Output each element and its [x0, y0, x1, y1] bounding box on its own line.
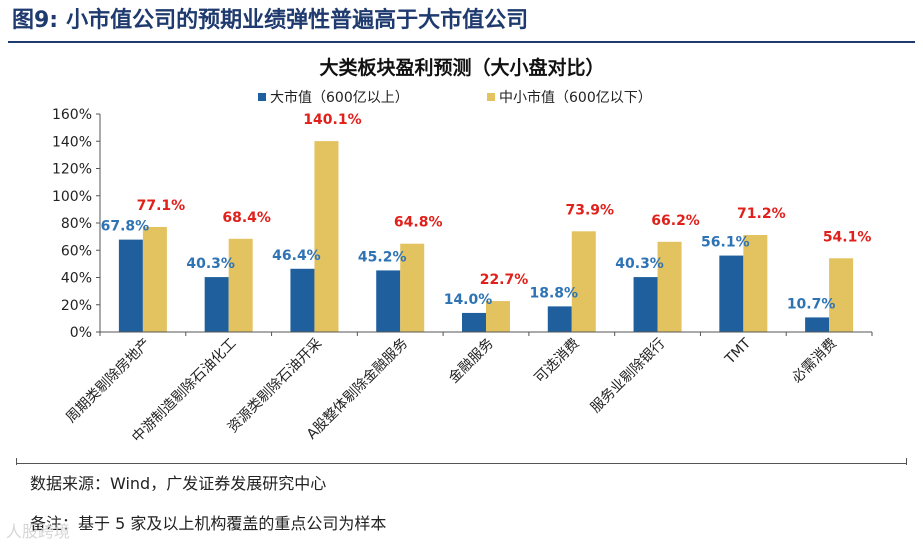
y-tick-label: 100%	[52, 189, 92, 205]
data-label-small-cap: 140.1%	[303, 112, 361, 128]
data-label-big-cap: 14.0%	[444, 292, 493, 308]
data-label-small-cap: 71.2%	[737, 206, 786, 222]
y-tick-label: 120%	[52, 162, 92, 178]
title-rule	[8, 41, 915, 43]
data-label-big-cap: 40.3%	[615, 256, 664, 272]
bar-big-cap	[118, 239, 143, 332]
x-tick-label: 可选消费	[532, 336, 583, 387]
data-labels: 67.8% 77.1% 40.3% 68.4% 46.4% 140.1% 45.2% 64.8…	[101, 112, 872, 312]
bar-small-cap	[657, 241, 682, 332]
data-label-big-cap: 67.8%	[101, 219, 150, 235]
data-label-big-cap: 18.8%	[529, 285, 578, 301]
y-tick-label: 140%	[52, 134, 92, 150]
y-tick-label: 80%	[61, 216, 92, 232]
legend: 大市值（600亿以上） 中小市值（600亿以下）	[258, 89, 652, 106]
bar-big-cap	[462, 312, 486, 332]
figure-title-text: 小市值公司的预期业绩弹性普遍高于大市值公司	[66, 8, 529, 33]
bar-small-cap	[486, 301, 510, 332]
bar-big-cap	[376, 270, 401, 332]
bar-small-cap	[743, 234, 768, 332]
bar-big-cap	[290, 268, 315, 332]
bar-big-cap	[547, 306, 572, 332]
footnote: 备注：基于 5 家及以上机构覆盖的重点公司为样本	[30, 514, 387, 533]
data-label-big-cap: 45.2%	[358, 249, 407, 265]
legend-swatch-small-cap	[487, 93, 495, 101]
x-tick-label: TMT	[722, 335, 755, 368]
chart-title: 大类板块盈利预测（大小盘对比）	[319, 56, 604, 79]
y-tick-label: 0%	[70, 325, 92, 341]
data-label-big-cap: 10.7%	[787, 296, 836, 312]
x-tick-label: 周期类剔除房地产	[63, 336, 154, 427]
y-tick-label: 40%	[61, 271, 92, 287]
data-label-big-cap: 40.3%	[186, 256, 235, 272]
bar-chart: 大类板块盈利预测（大小盘对比） 大市值（600亿以上） 中小市值（600亿以下）…	[52, 56, 873, 446]
legend-label-big-cap: 大市值（600亿以上）	[270, 89, 409, 106]
data-label-small-cap: 66.2%	[651, 213, 700, 229]
watermark: 人股跨境	[6, 522, 71, 541]
bar-small-cap	[314, 141, 339, 332]
bar-small-cap	[571, 231, 596, 332]
bar-big-cap	[805, 317, 830, 332]
footer-rule	[16, 463, 907, 464]
data-label-small-cap: 22.7%	[480, 272, 529, 288]
bar-small-cap	[400, 243, 425, 332]
footer-rule-tick-left	[16, 458, 17, 465]
bar-big-cap	[204, 277, 229, 332]
y-tick-label: 20%	[61, 298, 92, 314]
bar-big-cap	[719, 255, 744, 332]
data-source: 数据来源：Wind，广发证券发展研究中心	[30, 474, 327, 493]
x-tick-label: 金融服务	[446, 336, 497, 387]
bars	[118, 141, 854, 332]
bar-small-cap	[228, 238, 253, 332]
bar-big-cap	[633, 277, 658, 332]
data-label-big-cap: 56.1%	[701, 235, 750, 251]
x-tick-label: 服务业剔除银行	[588, 336, 669, 417]
data-label-small-cap: 68.4%	[222, 210, 271, 226]
footer-rule-tick-right	[906, 458, 907, 465]
legend-label-small-cap: 中小市值（600亿以下）	[499, 89, 652, 106]
figure-title: 图9: 小市值公司的预期业绩弹性普遍高于大市值公司	[12, 4, 528, 38]
x-tick-label: 资源类剔除石油开采	[225, 336, 325, 436]
legend-swatch-big-cap	[258, 93, 266, 101]
y-axis: 0% 20% 40% 60% 80% 100% 120% 140% 160%	[52, 107, 101, 341]
bar-small-cap	[142, 226, 167, 332]
data-label-small-cap: 73.9%	[565, 202, 614, 218]
y-tick-label: 160%	[52, 107, 92, 123]
data-label-big-cap: 46.4%	[272, 248, 321, 264]
x-tick-label: 必需消费	[789, 336, 840, 387]
data-label-small-cap: 54.1%	[823, 229, 872, 245]
data-label-small-cap: 64.8%	[394, 215, 443, 231]
bar-small-cap	[829, 258, 854, 332]
data-label-small-cap: 77.1%	[137, 198, 186, 214]
y-tick-label: 60%	[61, 243, 92, 259]
figure-number: 图9:	[12, 8, 59, 33]
